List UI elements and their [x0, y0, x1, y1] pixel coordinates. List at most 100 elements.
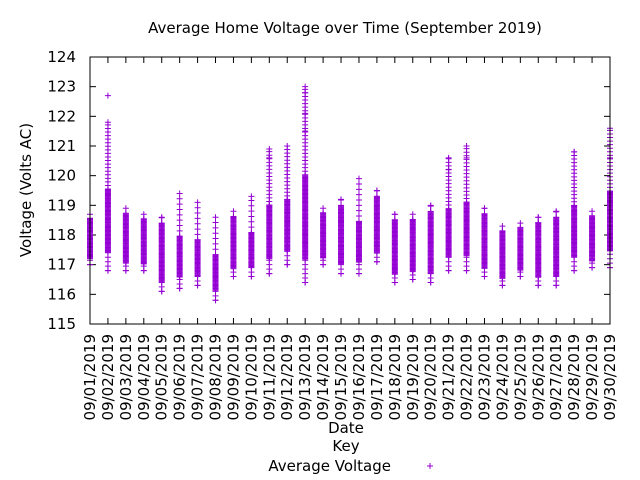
- data-point: [194, 226, 201, 233]
- y-tick-label: 115: [47, 315, 76, 333]
- data-point: [194, 231, 201, 238]
- data-point: [212, 288, 219, 295]
- data-point: [266, 145, 273, 152]
- data-point: [230, 208, 237, 215]
- x-tick-label: 09/05/2019: [153, 334, 171, 420]
- data-point: [320, 205, 327, 212]
- data-point: [158, 214, 165, 221]
- data-point-outlier: [445, 166, 452, 173]
- data-point: [481, 205, 488, 212]
- data-point: [302, 83, 309, 90]
- legend-marker: [427, 463, 433, 469]
- data-point: [373, 193, 380, 200]
- y-tick-label: 116: [47, 285, 76, 303]
- data-point: [517, 273, 524, 280]
- chart-title: Average Home Voltage over Time (Septembe…: [148, 19, 542, 37]
- x-tick-label: 09/26/2019: [529, 334, 547, 420]
- data-point: [355, 175, 362, 182]
- data-point: [373, 187, 380, 194]
- data-point: [176, 276, 183, 283]
- x-tick-label: 09/15/2019: [332, 334, 350, 420]
- data-point: [176, 211, 183, 218]
- data-point: [104, 267, 111, 274]
- data-point: [499, 223, 506, 230]
- x-tick-label: 09/23/2019: [475, 334, 493, 420]
- data-point: [427, 208, 434, 215]
- data-point: [463, 254, 470, 261]
- x-axis: 09/01/2019 09/02/2019 09/03/2019 09/04/2019…: [81, 57, 619, 420]
- data-point: [302, 279, 309, 286]
- x-tick-label: 09/17/2019: [368, 334, 386, 420]
- y-axis: 115 116 117 118 119 120 121 122 123 124: [47, 48, 610, 333]
- data-point: [499, 282, 506, 289]
- data-point: [194, 273, 201, 280]
- data-point: [284, 143, 291, 149]
- data-point: [373, 258, 380, 265]
- y-tick-label: 124: [47, 48, 76, 66]
- data-point: [248, 229, 255, 236]
- data-point: [248, 202, 255, 209]
- x-tick-label: 09/01/2019: [81, 334, 99, 420]
- data-point: [589, 264, 596, 271]
- data-point: [535, 282, 542, 289]
- data-point-outlier: [302, 110, 309, 117]
- data-point-outlier: [571, 148, 578, 155]
- plot-border: [89, 56, 611, 325]
- data-point: [355, 207, 362, 214]
- data-point: [409, 276, 416, 283]
- x-tick-label: 09/08/2019: [207, 334, 225, 420]
- x-tick-label: 09/30/2019: [601, 334, 619, 420]
- y-tick-label: 118: [47, 226, 76, 244]
- x-tick-label: 09/20/2019: [422, 334, 440, 420]
- data-point: [176, 217, 183, 224]
- data-point: [122, 267, 129, 274]
- y-tick-label: 121: [47, 137, 76, 155]
- data-point: [104, 119, 111, 126]
- data-point: [391, 279, 398, 286]
- data-point: [553, 208, 560, 215]
- data-point: [140, 267, 147, 274]
- data-point: [427, 202, 434, 209]
- data-point: [176, 201, 183, 208]
- data-point: [212, 246, 219, 253]
- data-point: [338, 196, 345, 203]
- data-points: [87, 83, 613, 304]
- x-tick-label: 09/25/2019: [511, 334, 529, 420]
- y-tick-label: 122: [47, 107, 76, 125]
- x-tick-label: 09/21/2019: [440, 334, 458, 420]
- data-point: [194, 210, 201, 217]
- data-point: [230, 273, 237, 280]
- data-point: [176, 195, 183, 202]
- data-point: [463, 267, 470, 274]
- data-point: [248, 213, 255, 220]
- data-point: [302, 257, 309, 264]
- x-tick-label: 09/19/2019: [404, 334, 422, 420]
- x-tick-label: 09/11/2019: [260, 334, 278, 420]
- x-tick-label: 09/28/2019: [565, 334, 583, 420]
- x-tick-label: 09/09/2019: [224, 334, 242, 420]
- data-point: [176, 285, 183, 292]
- data-point: [248, 208, 255, 215]
- data-point: [445, 254, 452, 261]
- data-point: [355, 261, 362, 268]
- data-point: [391, 211, 398, 218]
- data-point: [194, 282, 201, 289]
- data-point: [230, 213, 237, 220]
- y-tick-label: 117: [47, 256, 76, 274]
- data-point: [391, 216, 398, 223]
- data-point: [176, 206, 183, 213]
- data-point: [338, 202, 345, 209]
- x-tick-label: 09/07/2019: [189, 334, 207, 420]
- y-tick-label: 119: [47, 196, 76, 214]
- x-tick-label: 09/18/2019: [386, 334, 404, 420]
- data-point: [194, 220, 201, 227]
- x-tick-label: 09/12/2019: [278, 334, 296, 420]
- data-point: [158, 288, 165, 295]
- data-point: [176, 190, 183, 197]
- data-point: [212, 219, 219, 226]
- data-point: [284, 248, 291, 255]
- data-point: [535, 214, 542, 221]
- x-tick-label: 09/04/2019: [135, 334, 153, 420]
- x-tick-label: 09/02/2019: [99, 334, 117, 420]
- data-point: [355, 196, 362, 203]
